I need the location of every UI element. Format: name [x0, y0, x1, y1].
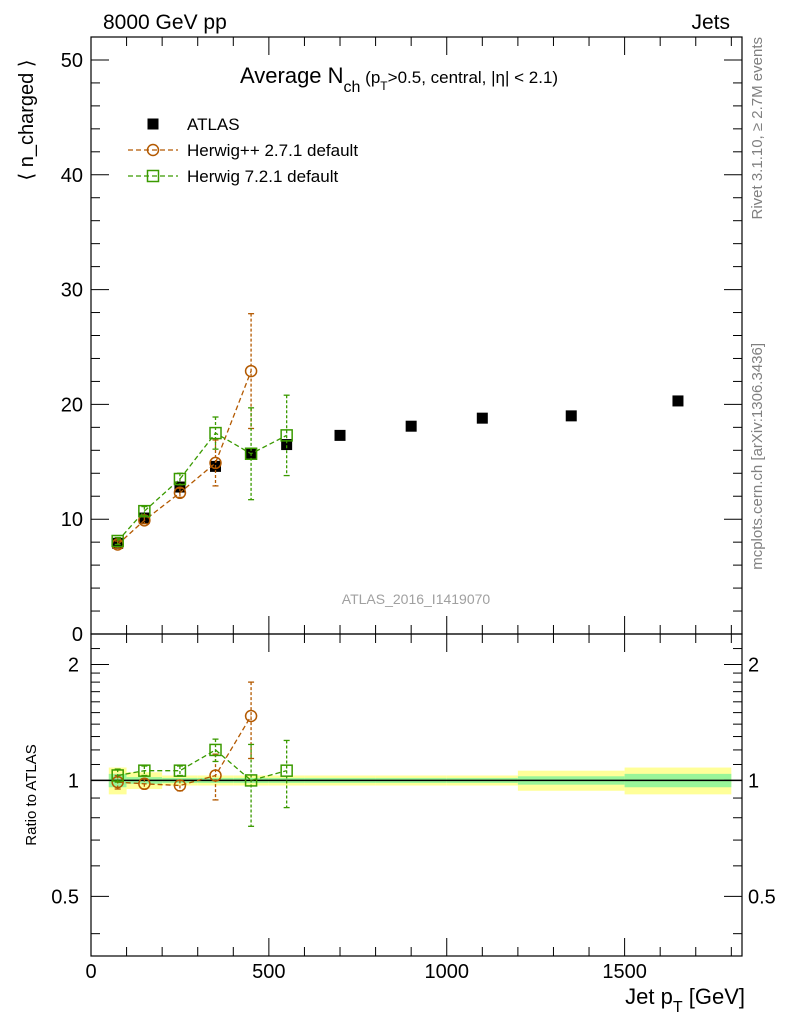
title-sub: ch: [344, 79, 361, 96]
legend-marker: [146, 169, 160, 183]
main-ytick-label: 0: [72, 624, 83, 646]
main-ytick-label: 40: [61, 165, 83, 187]
main-data-point: [244, 364, 258, 378]
ratio-frame: [90, 633, 743, 957]
main-series-line: [117, 432, 287, 542]
main-ylabel: ⟨ n_charged ⟩: [16, 59, 38, 180]
ratio-data-point: [280, 764, 293, 777]
title-main: Average N: [240, 63, 344, 88]
ratio-data-point: [244, 774, 258, 787]
main-data-point: [672, 395, 684, 407]
ratio-ytick-label: 0.5: [51, 886, 79, 908]
ratio-data-point: [138, 764, 151, 777]
title-cond-open: (p: [360, 68, 380, 87]
main-data-point: [281, 439, 293, 451]
ratio-ytick-label: 1: [68, 770, 79, 792]
ratio-xtick-label: 1500: [602, 961, 647, 983]
ratio-ytick-label-right: 1: [748, 770, 759, 792]
main-data-point: [173, 472, 187, 486]
main-series-line: [117, 370, 252, 545]
main-data-point: [138, 504, 151, 518]
process-label: Jets: [691, 11, 730, 34]
main-ytick-label: 10: [61, 509, 83, 531]
main-ytick-label: 50: [61, 50, 83, 72]
legend-label: Herwig++ 2.7.1 default: [187, 141, 358, 160]
main-data-point: [244, 447, 258, 461]
ratio-data-point: [173, 764, 187, 777]
main-data-point: [405, 420, 417, 432]
ratio-xtick-label: 0: [85, 961, 96, 983]
energy-label: 8000 GeV pp: [103, 11, 227, 34]
xlabel-unit: [GeV]: [683, 984, 745, 1009]
plot-title: Average Nch (pT>0.5, central, |η| < 2.1): [240, 63, 558, 96]
main-data-point: [334, 429, 346, 441]
xlabel-sub: T: [673, 999, 683, 1016]
main-ytick-label: 20: [61, 394, 83, 416]
main-ytick-label: 30: [61, 280, 83, 302]
xlabel-main: Jet p: [625, 984, 673, 1009]
legend: ATLAS Herwig++ 2.7.1 default Herwig 7.2.1 …: [128, 115, 358, 186]
ratio-data-point: [173, 779, 187, 792]
ratio-ylabel: Ratio to ATLAS: [23, 744, 40, 845]
ratio-data-point: [209, 769, 222, 782]
ratio-xtick-label: 1000: [424, 961, 469, 983]
main-data-point: [173, 486, 187, 500]
main-data-point: [565, 410, 577, 422]
title-cond-sub: T: [380, 79, 388, 93]
main-data-point: [138, 514, 151, 527]
ratio-ytick-label-right: 0.5: [748, 886, 776, 908]
main-data-point: [111, 534, 124, 548]
main-data-point: [280, 429, 293, 442]
ratio-ytick-label-right: 2: [748, 654, 759, 676]
ratio-series-line: [117, 715, 252, 787]
title-cond-rest: >0.5, central, |η| < 2.1): [388, 68, 558, 87]
ratio-data-point: [138, 777, 151, 791]
legend-label: Herwig 7.2.1 default: [187, 167, 338, 186]
ratio-xtick-label: 500: [252, 961, 285, 983]
main-data-point: [209, 426, 222, 440]
main-data-point: [209, 456, 222, 470]
main-ylabel-text: ⟨ n_charged ⟩: [16, 59, 38, 180]
main-panel: 0 10 20 30 40 50: [61, 36, 743, 646]
ratio-panel: 0 500 1000 1500 0.5 0.5 1 1 2 2: [51, 633, 776, 983]
mcplots-label: mcplots.cern.ch [arXiv:1306.3436]: [749, 343, 766, 570]
ratio-data-point: [209, 743, 222, 757]
legend-marker: [146, 143, 160, 157]
analysis-id: ATLAS_2016_I1419070: [342, 591, 491, 607]
rivet-label: Rivet 3.1.10, ≥ 2.7M events: [749, 37, 766, 220]
x-axis-title: Jet pT [GeV]: [625, 984, 745, 1016]
main-data-point: [476, 412, 488, 424]
legend-label: ATLAS: [187, 115, 240, 134]
ratio-ytick-label: 2: [68, 654, 79, 676]
legend-marker: [147, 118, 159, 130]
ratio-data-point: [111, 769, 124, 782]
ratio-data-point: [244, 709, 258, 723]
